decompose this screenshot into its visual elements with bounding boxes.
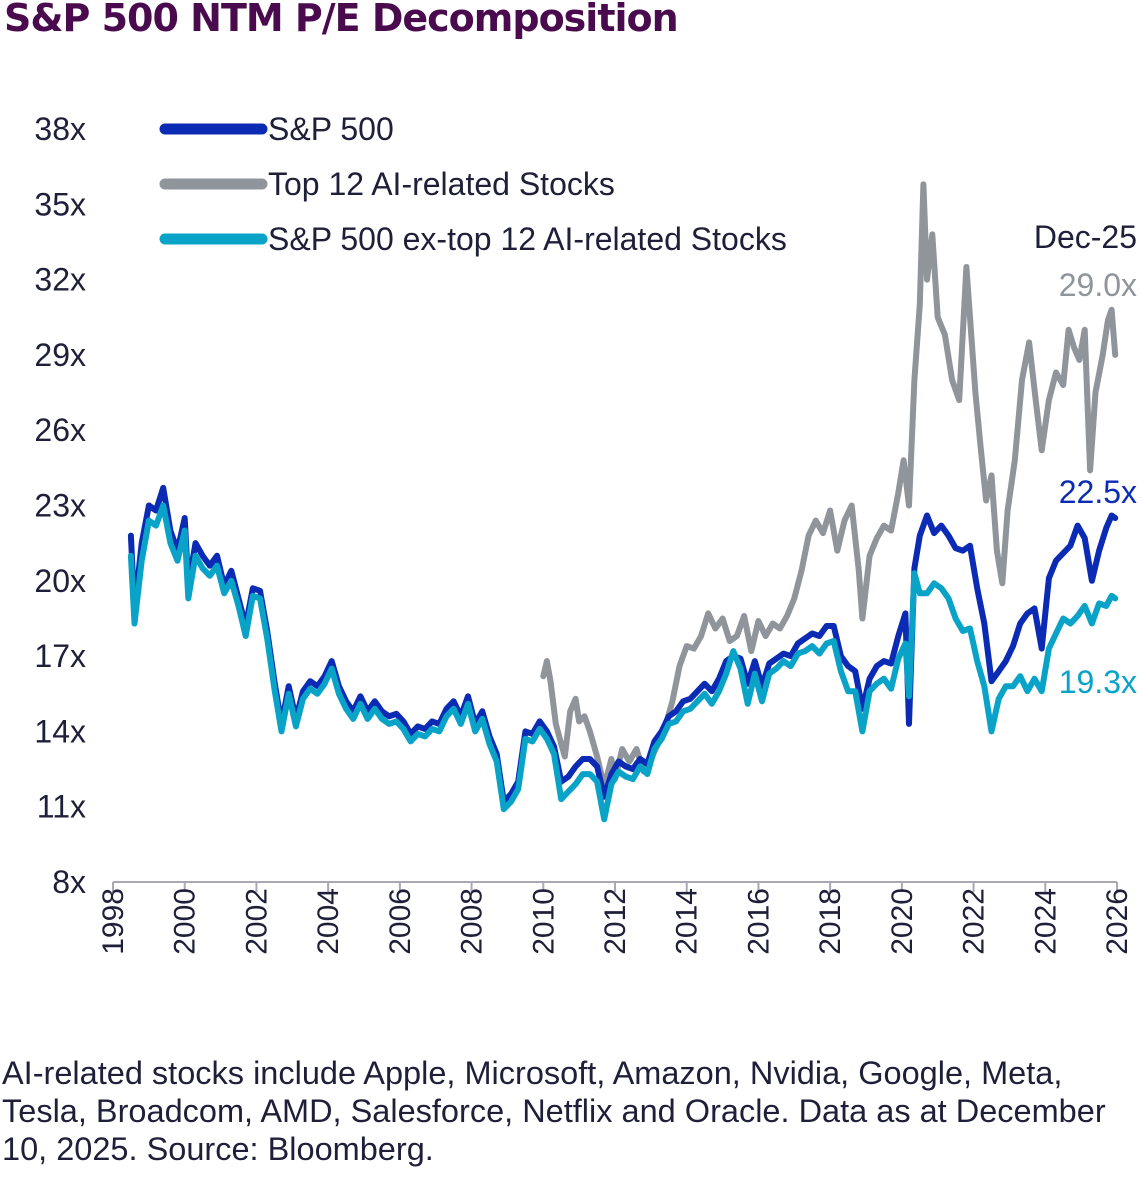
end-value-label: 29.0x	[1059, 267, 1137, 303]
legend-label: S&P 500 ex-top 12 AI-related Stocks	[268, 221, 787, 257]
legend-label: Top 12 AI-related Stocks	[268, 166, 615, 202]
chart-title: S&P 500 NTM P/E Decomposition	[4, 0, 679, 40]
x-tick-label: 2008	[456, 888, 489, 955]
pe-line-chart: 8x 11x 14x 17x 20x 23x 26x 29x 32x 35x 38x 1998 200…	[34, 111, 1137, 955]
x-tick-label: 2024	[1029, 888, 1062, 955]
y-axis: 8x 11x 14x 17x 20x 23x 26x 29x 32x 35x 38x	[34, 111, 86, 900]
legend: S&P 500 Top 12 AI-related Stocks S&P 500 e…	[159, 111, 787, 257]
y-tick-label: 20x	[34, 563, 86, 599]
annotation-date: Dec-25	[1034, 219, 1137, 255]
y-tick-label: 32x	[34, 262, 86, 298]
y-tick-label: 17x	[34, 638, 86, 674]
end-annotations: Dec-25 29.0x 22.5x 19.3x	[1034, 219, 1137, 700]
y-tick-label: 8x	[52, 864, 86, 900]
x-axis: 1998 2000 2002 2004 2006 2008 2010 2012 2014 2016…	[97, 881, 1134, 955]
series-line	[540, 181, 1119, 790]
x-tick-label: 2012	[599, 888, 632, 955]
y-tick-label: 35x	[34, 186, 86, 222]
end-value-label: 19.3x	[1059, 664, 1137, 700]
y-tick-label: 26x	[34, 412, 86, 448]
x-tick-label: 2000	[169, 888, 202, 955]
x-tick-label: 2006	[384, 888, 417, 955]
y-tick-label: 14x	[34, 713, 86, 749]
x-tick-label: 2016	[742, 888, 775, 955]
x-tick-label: 2022	[958, 888, 991, 955]
x-tick-label: 2018	[814, 888, 847, 955]
x-tick-label: 2004	[312, 888, 345, 955]
legend-label: S&P 500	[268, 111, 394, 147]
x-tick-label: 1998	[97, 888, 130, 955]
y-tick-label: 38x	[34, 111, 86, 147]
y-tick-label: 23x	[34, 488, 86, 524]
footnote: AI-related stocks include Apple, Microso…	[2, 1055, 1106, 1167]
series-layer	[127, 181, 1119, 823]
x-tick-label: 2002	[240, 888, 273, 955]
y-tick-label: 29x	[34, 337, 86, 373]
series-line	[127, 502, 1119, 823]
x-tick-label: 2026	[1101, 888, 1134, 955]
x-tick-label: 2020	[886, 888, 919, 955]
x-tick-label: 2010	[527, 888, 560, 955]
end-value-label: 22.5x	[1059, 474, 1137, 510]
x-tick-label: 2014	[671, 888, 704, 955]
y-tick-label: 11x	[37, 789, 86, 825]
